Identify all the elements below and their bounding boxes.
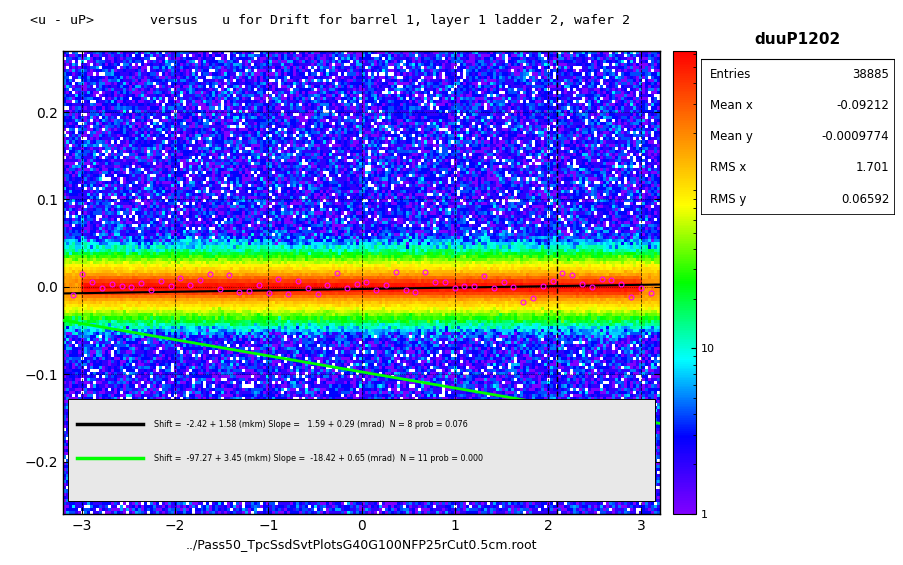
Text: RMS y: RMS y [710, 193, 746, 206]
Text: -0.0009774: -0.0009774 [821, 130, 889, 144]
Text: RMS x: RMS x [710, 162, 746, 175]
Bar [68, 399, 655, 501]
Text: duuP1202: duuP1202 [754, 32, 840, 47]
Text: Mean x: Mean x [710, 99, 752, 112]
Text: -0.09212: -0.09212 [835, 99, 889, 112]
Text: <u - uP>       versus   u for Drift for barrel 1, layer 1 ladder 2, wafer 2: <u - uP> versus u for Drift for barrel 1… [30, 14, 629, 27]
Bar [700, 20, 894, 59]
X-axis label: ../Pass50_TpcSsdSvtPlotsG40G100NFP25rCut0.5cm.root: ../Pass50_TpcSsdSvtPlotsG40G100NFP25rCut… [186, 538, 536, 551]
Text: 38885: 38885 [852, 68, 889, 81]
Text: Shift =  -2.42 + 1.58 (mkm) Slope =   1.59 + 0.29 (mrad)  N = 8 prob = 0.076: Shift = -2.42 + 1.58 (mkm) Slope = 1.59 … [154, 420, 467, 429]
Text: Entries: Entries [710, 68, 751, 81]
Text: Mean y: Mean y [710, 130, 752, 144]
Text: Shift =  -97.27 + 3.45 (mkm) Slope =  -18.42 + 0.65 (mrad)  N = 11 prob = 0.000: Shift = -97.27 + 3.45 (mkm) Slope = -18.… [154, 454, 482, 463]
Text: 1.701: 1.701 [854, 162, 889, 175]
Text: 0.06592: 0.06592 [840, 193, 889, 206]
